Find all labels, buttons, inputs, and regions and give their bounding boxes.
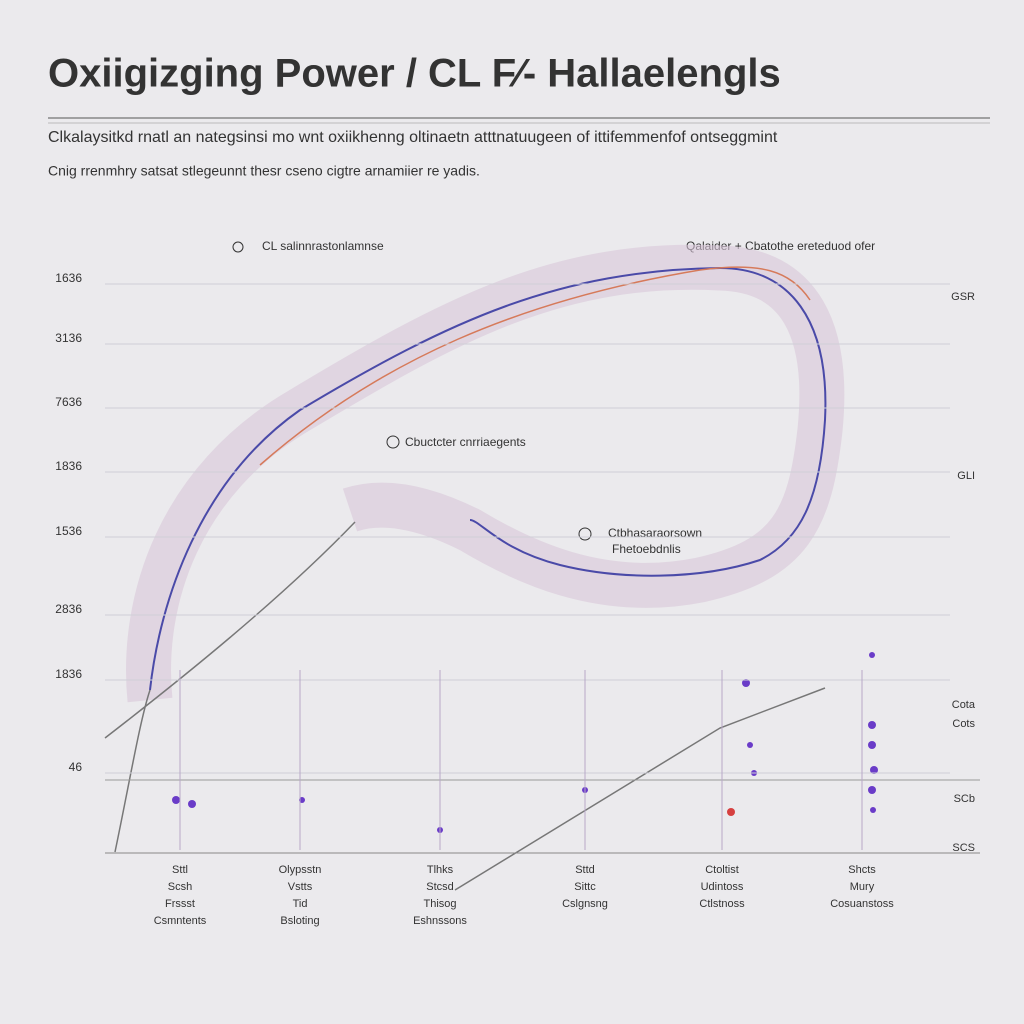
legend-label: CL salinnrastonlamnse <box>262 239 384 253</box>
x-label: Sttl <box>172 864 188 876</box>
x-label: Scsh <box>168 881 192 893</box>
decoration <box>104 244 980 891</box>
subtitle: Cnig rrenmhry satsat stlegeunnt thesr cs… <box>48 163 480 179</box>
y-label: 2836 <box>55 602 82 616</box>
x-label: Vstts <box>288 881 313 893</box>
y-label: 1836 <box>55 667 82 681</box>
x-label: Ctoltist <box>705 864 739 876</box>
x-label: Ctlstnoss <box>699 898 745 910</box>
x-label: Sttd <box>575 864 595 876</box>
x-label: Bsloting <box>280 915 319 927</box>
x-label: Stcsd <box>426 881 454 893</box>
x-label: Tid <box>293 898 308 910</box>
x-label: Olypsstn <box>279 864 322 876</box>
x-label: Cosuanstoss <box>830 898 894 910</box>
right-label: GLI <box>957 470 975 482</box>
y-label: 46 <box>69 760 83 774</box>
legend-icon <box>232 241 244 253</box>
x-label: Thisog <box>423 898 456 910</box>
x-label: Csmntents <box>154 915 207 927</box>
x-label: Shcts <box>848 864 876 876</box>
annotation-icon <box>386 435 400 449</box>
y-label: 7636 <box>55 395 82 409</box>
annotation: Fhetoebdnlis <box>612 542 681 556</box>
annotation: Cbuctcter cnrriaegents <box>405 435 526 449</box>
x-label: Udintoss <box>701 881 744 893</box>
x-label: Mury <box>850 881 875 893</box>
right-label: SCb <box>954 793 975 805</box>
y-label: 1836 <box>55 459 82 473</box>
x-label: Frssst <box>165 898 195 910</box>
right-label: SCS <box>952 842 975 854</box>
y-label: 1636 <box>55 271 82 285</box>
x-label: Sittc <box>574 881 596 893</box>
x-label: Eshnssons <box>413 915 467 927</box>
subtitle: Clkalaysitkd rnatl an nategsinsi mo wnt … <box>48 129 778 146</box>
y-label: 1536 <box>55 524 82 538</box>
right-label: Cota <box>952 699 976 711</box>
right-label: Cots <box>952 718 975 730</box>
title: Oxiigizging Power / CL F⁄- Hallaelengls <box>48 52 781 96</box>
annotation-icon <box>578 527 592 541</box>
x-label: Cslgnsng <box>562 898 608 910</box>
annotation: Ctbhasaraorsown <box>608 526 702 540</box>
right-label: GSR <box>951 291 975 303</box>
y-label: 3136 <box>55 331 82 345</box>
x-label: Tlhks <box>427 864 454 876</box>
